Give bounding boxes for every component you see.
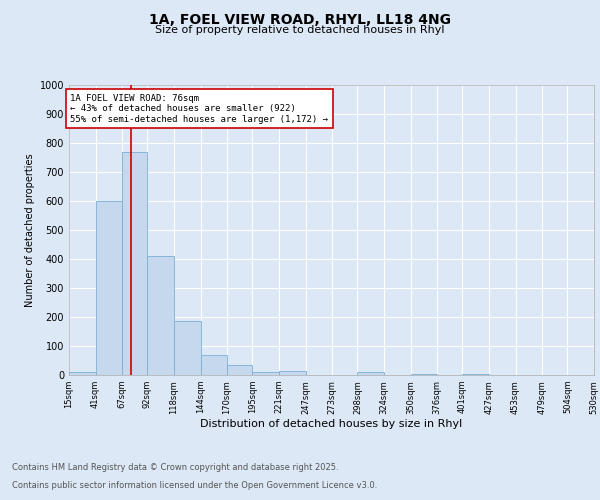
Text: Contains public sector information licensed under the Open Government Licence v3: Contains public sector information licen…	[12, 481, 377, 490]
Bar	[253, 372, 279, 375]
Text: 1A FOEL VIEW ROAD: 76sqm
← 43% of detached houses are smaller (922)
55% of semi-: 1A FOEL VIEW ROAD: 76sqm ← 43% of detach…	[70, 94, 328, 124]
Bar	[279, 370, 305, 375]
Text: 1A, FOEL VIEW ROAD, RHYL, LL18 4NG: 1A, FOEL VIEW ROAD, RHYL, LL18 4NG	[149, 12, 451, 26]
Bar	[95, 201, 122, 375]
Bar	[174, 322, 200, 375]
Text: Size of property relative to detached houses in Rhyl: Size of property relative to detached ho…	[155, 25, 445, 35]
Bar	[69, 372, 95, 375]
X-axis label: Distribution of detached houses by size in Rhyl: Distribution of detached houses by size …	[200, 420, 463, 430]
Bar	[200, 354, 227, 375]
Bar	[358, 372, 384, 375]
Bar	[148, 256, 174, 375]
Bar	[227, 365, 253, 375]
Text: Contains HM Land Registry data © Crown copyright and database right 2025.: Contains HM Land Registry data © Crown c…	[12, 464, 338, 472]
Bar	[410, 374, 437, 375]
Bar	[122, 152, 148, 375]
Y-axis label: Number of detached properties: Number of detached properties	[25, 153, 35, 307]
Bar	[463, 374, 489, 375]
